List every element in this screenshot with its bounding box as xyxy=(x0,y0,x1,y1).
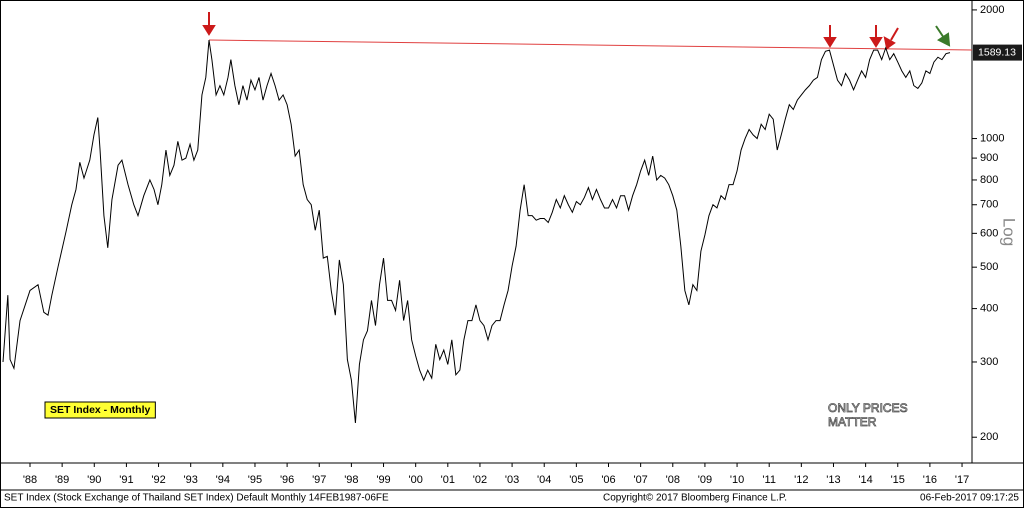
x-tick-label: '96 xyxy=(280,474,294,486)
y-axis-label: Log xyxy=(1000,218,1019,246)
x-tick-label: '90 xyxy=(87,474,101,486)
y-tick-label: 500 xyxy=(980,261,998,273)
x-tick-label: '97 xyxy=(312,474,326,486)
footer-center: Copyright© 2017 Bloomberg Finance L.P. xyxy=(603,493,787,504)
legend: SET Index - Monthly xyxy=(44,401,156,419)
footer-left: SET Index (Stock Exchange of Thailand SE… xyxy=(4,493,389,504)
footer-right: 06-Feb-2017 09:17:25 xyxy=(920,493,1019,504)
watermark: MATTER xyxy=(828,415,877,429)
x-tick-label: '13 xyxy=(826,474,840,486)
x-tick-label: '93 xyxy=(184,474,198,486)
x-tick-label: '08 xyxy=(666,474,680,486)
y-tick-label: 800 xyxy=(980,174,998,186)
series-line xyxy=(2,40,951,423)
legend-box xyxy=(44,401,156,419)
x-tick-label: '99 xyxy=(376,474,390,486)
arrow xyxy=(935,25,945,39)
y-tick-label: 2000 xyxy=(980,4,1004,16)
watermark: ONLY PRICES xyxy=(828,401,908,415)
x-tick-label: '95 xyxy=(248,474,262,486)
x-tick-label: '09 xyxy=(698,474,712,486)
last-value-label: 1589.13 xyxy=(978,46,1016,58)
y-tick-label: 400 xyxy=(980,302,998,314)
resistance-line xyxy=(208,39,973,51)
x-tick-label: '12 xyxy=(794,474,808,486)
x-tick-label: '06 xyxy=(601,474,615,486)
y-tick-label: 300 xyxy=(980,356,998,368)
y-tick-label: 1000 xyxy=(980,132,1004,144)
y-tick-label: 200 xyxy=(980,431,998,443)
x-tick-label: '11 xyxy=(762,474,776,486)
x-tick-label: '15 xyxy=(891,474,905,486)
arrows xyxy=(202,12,899,50)
x-tick-label: '88 xyxy=(23,474,37,486)
legend-label: SET Index - Monthly xyxy=(50,404,150,416)
arrow-head xyxy=(823,37,837,48)
x-tick-label: '01 xyxy=(441,474,455,486)
x-tick-label: '03 xyxy=(505,474,519,486)
x-tick-label: '04 xyxy=(537,474,551,486)
x-tick-label: '10 xyxy=(730,474,744,486)
x-tick-label: '05 xyxy=(569,474,583,486)
x-tick-label: '94 xyxy=(216,474,230,486)
x-tick-label: '98 xyxy=(344,474,358,486)
y-tick-label: 600 xyxy=(980,227,998,239)
x-tick-label: '91 xyxy=(119,474,133,486)
x-tick-label: '02 xyxy=(473,474,487,486)
x-tick-label: '89 xyxy=(55,474,69,486)
last-value-box xyxy=(973,44,1022,61)
x-tick-label: '07 xyxy=(633,474,647,486)
x-tick-label: '92 xyxy=(151,474,165,486)
x-tick-label: '14 xyxy=(858,474,872,486)
y-tick-label: 700 xyxy=(980,199,998,211)
arrow-head xyxy=(937,32,951,47)
arrow xyxy=(890,27,899,41)
arrow-head xyxy=(883,36,896,50)
arrow-head xyxy=(202,25,216,36)
y-tick-label: 900 xyxy=(980,152,998,164)
x-tick-label: '00 xyxy=(408,474,422,486)
green-arrow xyxy=(935,25,951,47)
x-tick-label: '16 xyxy=(923,474,937,486)
arrow-head xyxy=(869,37,883,48)
x-tick-label: '17 xyxy=(955,474,969,486)
